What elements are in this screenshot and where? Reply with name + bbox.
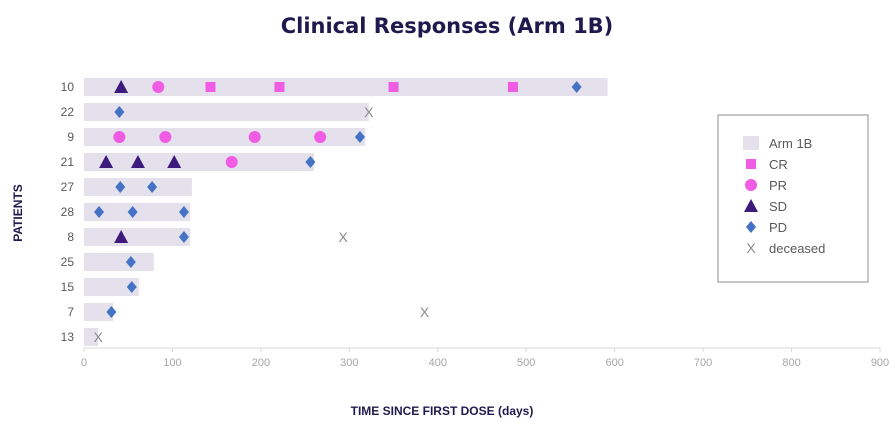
y-tick-label: 8 [67,230,74,244]
marker-pd-patient-9 [354,131,365,143]
patient-bar-9 [84,128,366,146]
marker-cr-patient-10 [388,82,399,92]
y-tick-label: 15 [61,280,75,294]
marker-pr-patient-9 [159,131,172,143]
x-axis-ticks: 0 100 200 300 400 500 600 700 800 900 [81,348,889,369]
x-tick-label: 400 [429,357,447,369]
y-tick-label: 28 [61,205,75,219]
y-tick-label: 22 [61,105,75,119]
y-tick-label: 10 [61,80,75,94]
chart-title: Clinical Responses (Arm 1B) [281,14,614,38]
y-tick-label: 27 [61,180,75,194]
x-tick-label: 800 [782,357,800,369]
marker-sd-patient-21 [167,155,182,168]
patient-bar-15 [84,278,139,296]
x-tick-label: 500 [517,357,535,369]
legend-label-bar: Arm 1B [769,136,812,151]
patient-bar-13 [84,328,99,346]
patient-bar-7 [84,303,114,321]
patient-bar-22 [84,103,369,121]
marker-pd-patient-15 [126,281,137,293]
marker-sd-patient-21 [130,155,145,168]
legend-swatch-arm [743,136,759,150]
y-tick-label: 9 [67,130,74,144]
x-tick-label: 900 [871,357,889,369]
marker-pd-patient-28 [178,206,189,218]
y-tick-label: 13 [61,330,75,344]
marker-pd-patient-22 [114,106,125,118]
x-tick-label: 0 [81,357,87,369]
y-tick-label: 25 [61,255,75,269]
marker-deceased-patient-8: X [338,229,348,245]
x-tick-label: 600 [605,357,623,369]
marker-cr-patient-10 [507,82,518,92]
y-axis-label: PATIENTS [11,184,25,242]
y-tick-label: 7 [67,305,74,319]
legend-items: Arm 1B CR PR SD PD X deceased [743,136,825,256]
marker-pd-patient-10 [571,81,582,93]
legend: Arm 1B CR PR SD PD X deceased [717,114,869,283]
x-axis-label: TIME SINCE FIRST DOSE (days) [351,404,534,418]
legend-symbol-cr [746,159,756,169]
marker-sd-patient-21 [99,155,114,168]
y-tick-label: 21 [61,155,75,169]
marker-pd-patient-28 [94,206,105,218]
patient-bar-27 [84,178,192,196]
x-tick-label: 100 [163,357,181,369]
response-markers: X X X X [93,80,582,345]
legend-label-deceased: deceased [769,241,825,256]
y-axis-ticks: 10 22 9 21 27 28 8 25 15 7 13 [61,80,75,344]
x-tick-label: 200 [252,357,270,369]
marker-deceased-patient-22: X [364,104,374,120]
marker-pd-patient-27 [115,181,126,193]
legend-symbol-sd [744,199,758,212]
marker-cr-patient-10 [274,82,285,92]
patient-bar-8 [84,228,191,246]
legend-label-cr: CR [769,157,788,172]
legend-symbol-pr [745,179,757,191]
marker-pd-patient-8 [178,231,189,243]
marker-sd-patient-10 [114,80,129,93]
marker-cr-patient-10 [205,82,216,92]
marker-pr-patient-9 [113,131,126,143]
marker-pd-patient-27 [147,181,158,193]
marker-pr-patient-9 [248,131,261,143]
marker-sd-patient-8 [114,230,129,243]
marker-pd-patient-21 [305,156,316,168]
marker-pr-patient-9 [314,131,327,143]
marker-pr-patient-21 [225,156,238,168]
patient-bar-25 [84,253,154,271]
legend-label-pd: PD [769,220,787,235]
x-tick-label: 700 [694,357,712,369]
marker-deceased-patient-7: X [420,304,430,320]
patient-bars [84,78,608,346]
marker-pd-patient-28 [127,206,138,218]
legend-symbol-pd [746,221,756,233]
marker-pd-patient-7 [106,306,117,318]
marker-pr-patient-10 [152,81,165,93]
marker-pd-patient-25 [125,256,136,268]
marker-deceased-patient-13: X [93,329,103,345]
legend-symbol-deceased: X [746,240,756,256]
patient-bar-21 [84,153,314,171]
legend-label-pr: PR [769,178,787,193]
x-tick-label: 300 [340,357,358,369]
legend-label-sd: SD [769,199,787,214]
